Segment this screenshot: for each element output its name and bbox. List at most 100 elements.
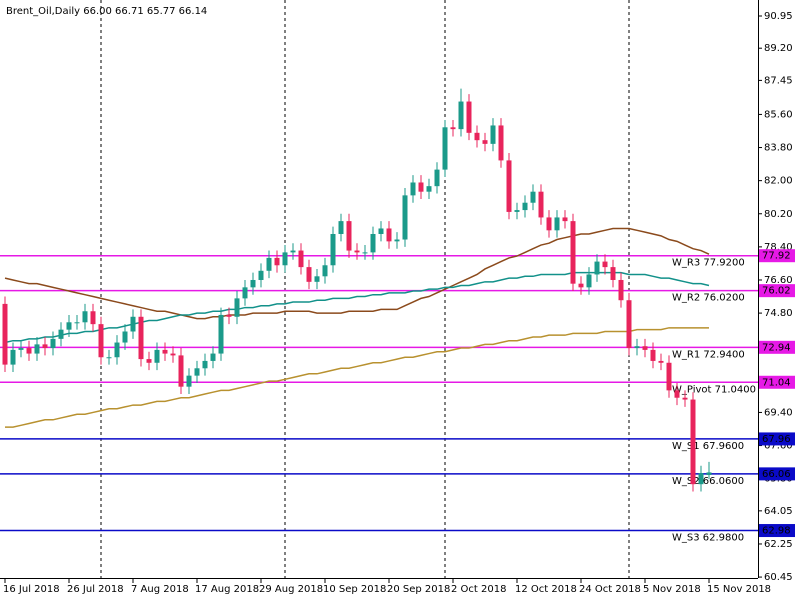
candle-body <box>218 314 224 354</box>
candle-body <box>450 127 456 130</box>
candle-body <box>242 287 248 299</box>
candle-body <box>594 261 600 275</box>
x-tick-label: 24 Oct 2018 <box>579 584 641 595</box>
price-box <box>759 375 795 389</box>
candle-body <box>522 202 528 211</box>
price-box <box>759 249 795 263</box>
candle-body <box>498 125 504 161</box>
candle-body <box>274 257 280 266</box>
candle-body <box>546 217 552 231</box>
y-tick-label: 85.60 <box>764 109 793 120</box>
candle-body <box>58 329 64 339</box>
price-box <box>759 340 795 354</box>
candle-body <box>18 348 24 350</box>
period-separators <box>100 0 630 578</box>
candle-body <box>330 233 336 266</box>
price-box-label: 72.94 <box>762 342 791 353</box>
moving-average <box>5 327 709 428</box>
pivot-label: W_Pivot 71.0400 <box>672 384 756 395</box>
y-tick-label: 87.45 <box>764 75 793 86</box>
candle-body <box>154 349 160 363</box>
candle-body <box>138 316 144 360</box>
price-box-label: 62.98 <box>762 526 791 537</box>
candle-body <box>226 314 232 317</box>
candle-body <box>682 397 688 400</box>
candle-body <box>706 472 712 475</box>
candle-body <box>650 349 656 361</box>
candle-body <box>234 298 240 317</box>
pivot-label: W_S2 66.0600 <box>672 476 744 487</box>
pivot-label: W_R1 72.9400 <box>672 349 745 360</box>
candle-body <box>434 169 440 187</box>
x-tick-label: 29 Aug 2018 <box>259 584 323 595</box>
candle-body <box>42 344 48 349</box>
y-tick-label: 76.60 <box>764 275 793 286</box>
candle-body <box>482 140 488 144</box>
candle-body <box>2 303 8 365</box>
x-tick-label: 5 Nov 2018 <box>643 584 701 595</box>
pivot-label: W_R3 77.9200 <box>672 258 745 269</box>
candle-body <box>458 101 464 130</box>
y-tick-label: 89.20 <box>764 43 793 54</box>
candle-body <box>474 132 480 141</box>
price-box <box>759 432 795 446</box>
candle-body <box>466 101 472 133</box>
candle-body <box>114 342 120 358</box>
candle-body <box>562 217 568 222</box>
y-tick-label: 64.05 <box>764 506 793 517</box>
x-tick-label: 12 Oct 2018 <box>515 584 577 595</box>
candle-body <box>298 250 304 268</box>
candle-body <box>202 360 208 369</box>
price-box-label: 66.06 <box>762 469 791 480</box>
candle-body <box>602 261 608 268</box>
pivot-label: W_S3 62.9800 <box>672 533 744 544</box>
candle-body <box>514 210 520 212</box>
candle-body <box>10 349 16 365</box>
candle-body <box>210 353 216 361</box>
candle-body <box>578 283 584 288</box>
candle-body <box>586 274 592 288</box>
candle-body <box>386 228 392 242</box>
chart-title: Brent_Oil,Daily 66.00 66.71 65.77 66.14 <box>6 6 207 17</box>
candle-body <box>490 125 496 144</box>
candle-body <box>634 346 640 349</box>
candle-body <box>378 228 384 234</box>
y-tick-label: 83.80 <box>764 143 793 154</box>
candle-body <box>66 322 72 330</box>
candle-body <box>194 368 200 376</box>
candle-body <box>266 257 272 271</box>
price-box <box>759 524 795 538</box>
candle-body <box>674 390 680 398</box>
pivot-label: W_S1 67.9600 <box>672 441 744 452</box>
candle-body <box>426 186 432 192</box>
candle-body <box>50 338 56 349</box>
y-tick-label: 82.00 <box>764 176 793 187</box>
moving-average <box>4 227 710 320</box>
y-tick-label: 80.20 <box>764 209 793 220</box>
candle-body <box>290 250 296 253</box>
x-tick-label: 17 Aug 2018 <box>195 584 259 595</box>
y-tick-label: 90.95 <box>764 11 793 22</box>
price-box-label: 71.04 <box>762 377 791 388</box>
candle-body <box>306 267 312 282</box>
y-tick-label: 69.40 <box>764 407 793 418</box>
y-tick-label: 67.60 <box>764 441 793 452</box>
candle-body <box>690 399 696 485</box>
candle-body <box>258 270 264 280</box>
candle-body <box>626 300 632 349</box>
candle-body <box>186 375 192 387</box>
price-box-label: 77.92 <box>762 251 791 262</box>
candle-body <box>506 160 512 212</box>
candle-body <box>90 311 96 325</box>
x-tick-label: 16 Jul 2018 <box>3 584 60 595</box>
candle-body <box>98 324 104 358</box>
price-box <box>759 284 795 298</box>
x-tick-label: 15 Nov 2018 <box>707 584 771 595</box>
candle-body <box>282 252 288 266</box>
y-tick-label: 62.25 <box>764 539 793 550</box>
candle-body <box>642 346 648 350</box>
candle-body <box>34 344 40 354</box>
candle-body <box>618 279 624 301</box>
candle-body <box>658 360 664 363</box>
